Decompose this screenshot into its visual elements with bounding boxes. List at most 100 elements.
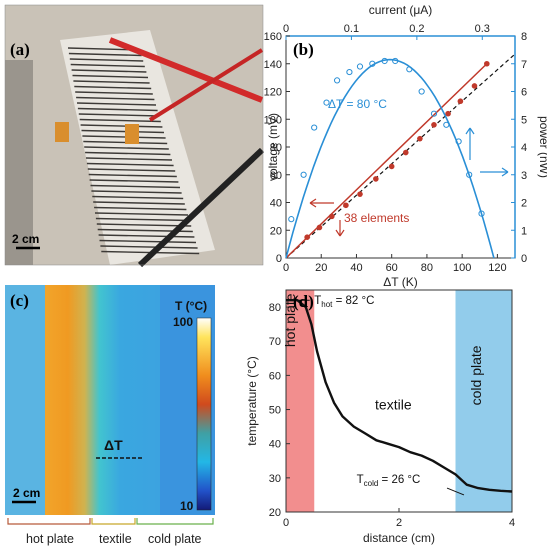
thermocouple-leg xyxy=(95,217,190,222)
y-tick-label: 30 xyxy=(269,473,281,485)
black-probe xyxy=(137,147,265,268)
y2-tick-label: 0 xyxy=(521,253,527,265)
hot-plate-region xyxy=(286,290,315,512)
x-tick-label: 2 xyxy=(396,517,402,529)
y-tick-label: 80 xyxy=(270,142,282,154)
power-point xyxy=(356,63,364,70)
thermocouple-leg xyxy=(99,239,197,244)
region-cold-label: cold plate xyxy=(468,345,484,405)
y-tick-label: 0 xyxy=(276,253,282,265)
scale-bar-a-label: 2 cm xyxy=(12,232,39,246)
x-tick-label: 120 xyxy=(488,262,506,274)
x2-tick-label: 0.1 xyxy=(344,23,359,35)
power-point xyxy=(381,57,388,65)
photo-shadow xyxy=(5,60,33,265)
colorbar-min: 10 xyxy=(180,499,194,513)
x-axis-label: distance (cm) xyxy=(363,531,435,545)
panel-c: T (°C) 100 10 ΔT 2 cm (c) hot plate text… xyxy=(5,285,215,546)
y-tick-label: 60 xyxy=(270,170,282,182)
x2-tick-label: 0 xyxy=(283,23,289,35)
thermocouple-leg xyxy=(94,212,189,216)
thermal-left-strip xyxy=(5,285,45,515)
chart-d: 0 2 4 20 30 40 50 60 70 80 distance (cm) temperatur… xyxy=(245,289,515,545)
y2-tick-label: 5 xyxy=(521,114,527,126)
thermocouple-leg xyxy=(71,69,147,73)
power-fit-curve xyxy=(285,58,495,259)
x-tick-label: 60 xyxy=(386,262,398,274)
power-point xyxy=(311,124,318,131)
thermocouple-leg xyxy=(89,179,179,183)
thermocouple-leg xyxy=(80,124,163,128)
power-point xyxy=(406,66,413,73)
y-tick-label: 160 xyxy=(264,31,282,43)
x2-axis-label: current (μA) xyxy=(369,3,433,17)
thermocouple-leg xyxy=(76,96,155,101)
panel-a: (a) 2 cm xyxy=(4,4,265,268)
power-point xyxy=(430,110,438,117)
power-point xyxy=(455,138,462,145)
voltage-point xyxy=(316,224,323,231)
thermocouple-leg xyxy=(96,223,192,227)
x-tick-label: 0 xyxy=(283,262,289,274)
y2-tick-label: 2 xyxy=(521,198,527,210)
y-tick-label: 50 xyxy=(269,405,281,417)
red-clip xyxy=(108,37,264,103)
y2-tick-label: 6 xyxy=(521,87,527,99)
thermocouple-leg xyxy=(69,58,144,62)
chart-b: 0 20 40 60 80 100 1200204060801001201401600123… xyxy=(264,3,547,289)
power-point xyxy=(300,171,307,178)
region-textile-label: textile xyxy=(375,397,412,413)
thermocouple-leg xyxy=(72,74,149,79)
power-point xyxy=(369,60,376,67)
voltage-point xyxy=(471,83,478,89)
power-point xyxy=(288,216,295,223)
voltage-point xyxy=(388,163,395,170)
y-tick-label: 140 xyxy=(264,59,282,71)
y-tick-label: 40 xyxy=(269,439,281,451)
voltage-point xyxy=(484,60,490,67)
red-wire xyxy=(148,48,264,122)
thermocouple-leg xyxy=(84,146,169,150)
power-point xyxy=(466,171,473,178)
thermocouple-leg xyxy=(79,118,161,123)
thermocouple-leg xyxy=(98,234,195,238)
thermocouple-leg xyxy=(94,206,187,211)
y2-tick-label: 1 xyxy=(521,225,527,237)
panel-d: 0 2 4 20 30 40 50 60 70 80 distance (cm) temperatur… xyxy=(245,289,515,545)
panel-label-b: (b) xyxy=(293,40,314,59)
scale-bar-c-label: 2 cm xyxy=(13,486,40,500)
thermocouple-leg xyxy=(75,91,153,95)
power-point xyxy=(346,68,353,76)
y-tick-label: 80 xyxy=(269,302,281,314)
colorbar-max: 100 xyxy=(173,315,193,329)
power-point xyxy=(443,121,450,128)
y-tick-label: 70 xyxy=(269,336,281,348)
thermocouple-leg xyxy=(78,113,160,117)
power-point xyxy=(323,99,330,106)
x-tick-label: 80 xyxy=(421,262,433,274)
bracket-textile xyxy=(91,518,136,525)
thermocouple-leg xyxy=(82,135,166,139)
thermocouple-leg xyxy=(91,190,182,194)
colorbar xyxy=(196,317,212,511)
thermocouple-leg xyxy=(85,151,171,156)
y2-axis-label: power (nW) xyxy=(537,116,547,178)
y-tick-label: 20 xyxy=(269,507,281,519)
delta-label: ΔT xyxy=(104,437,123,453)
panel-label-c: (c) xyxy=(10,291,29,310)
voltage-point xyxy=(457,98,464,105)
y2-tick-label: 8 xyxy=(521,31,527,43)
cold-arrow xyxy=(446,487,465,496)
voltage-point xyxy=(445,110,451,117)
region-hot-label: hot plate xyxy=(26,532,74,546)
thermocouple-leg xyxy=(74,85,152,90)
blue-arrow-up xyxy=(465,127,475,160)
temperature-curve xyxy=(286,299,513,493)
red-arrow-left xyxy=(309,198,334,208)
t-hot-label: Thot = 82 °C xyxy=(314,295,374,309)
voltage-point xyxy=(329,213,335,220)
connector-right xyxy=(125,124,139,144)
y2-tick-label: 4 xyxy=(521,142,527,154)
colorbar-title: T (°C) xyxy=(175,299,207,313)
thermocouple-leg xyxy=(81,129,165,134)
